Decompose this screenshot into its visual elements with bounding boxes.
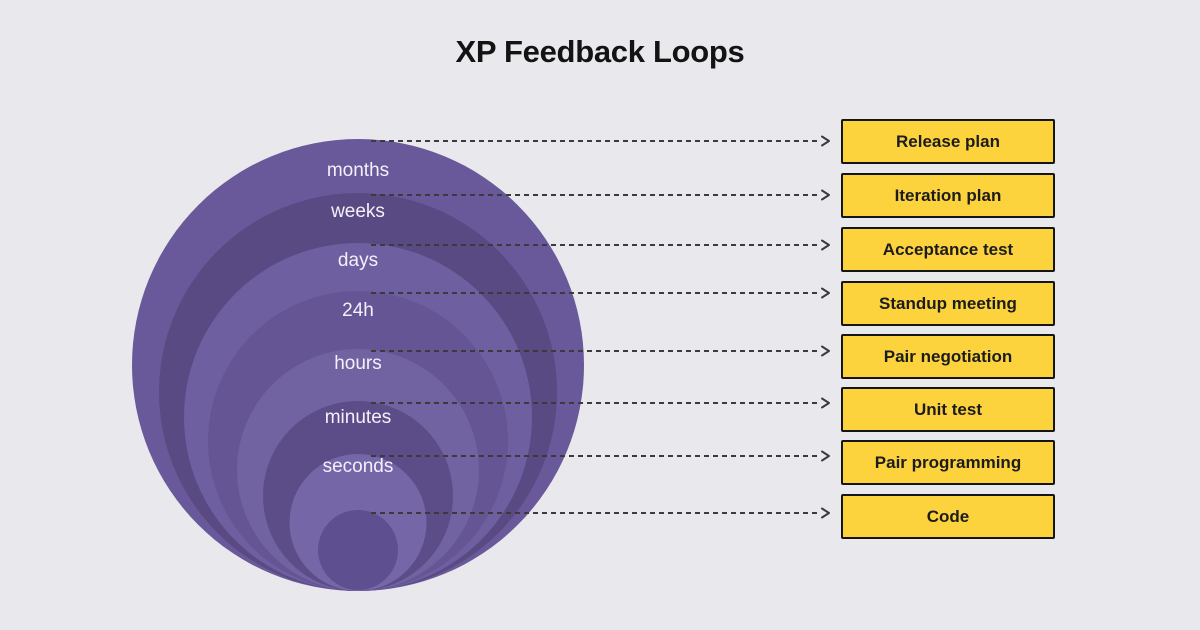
circle-innermost: [318, 510, 398, 590]
ring-label-minutes: minutes: [324, 407, 392, 428]
connector-release-plan: [371, 135, 830, 147]
box-iteration-plan: Iteration plan: [841, 173, 1055, 218]
ring-label-weeks: weeks: [331, 201, 385, 222]
box-pair-negotiation: Pair negotiation: [841, 334, 1055, 379]
ring-label-hours: hours: [334, 353, 382, 374]
arrowhead-icon: [821, 397, 830, 409]
ring-label-months: months: [326, 160, 390, 181]
connector-pair-programming: [371, 450, 830, 462]
arrowhead-icon: [821, 189, 830, 201]
arrowhead-icon: [821, 287, 830, 299]
box-standup-meeting: Standup meeting: [841, 281, 1055, 326]
page-title: XP Feedback Loops: [455, 34, 745, 69]
arrowhead-icon: [821, 450, 830, 462]
box-pair-programming: Pair programming: [841, 440, 1055, 485]
ring-label-seconds: seconds: [322, 456, 394, 477]
connector-code: [371, 507, 830, 519]
arrowhead-icon: [821, 239, 830, 251]
connector-acceptance-test: [371, 239, 830, 251]
box-unit-test: Unit test: [841, 387, 1055, 432]
ring-label-days: days: [337, 250, 379, 271]
arrowhead-icon: [821, 345, 830, 357]
box-release-plan: Release plan: [841, 119, 1055, 164]
ring-label-24h: 24h: [342, 300, 374, 321]
box-code: Code: [841, 494, 1055, 539]
connector-pair-negotiation: [371, 345, 830, 357]
arrowhead-icon: [821, 135, 830, 147]
connector-unit-test: [371, 397, 830, 409]
connector-standup-meeting: [371, 287, 830, 299]
box-acceptance-test: Acceptance test: [841, 227, 1055, 272]
arrowhead-icon: [821, 507, 830, 519]
connector-iteration-plan: [371, 189, 830, 201]
